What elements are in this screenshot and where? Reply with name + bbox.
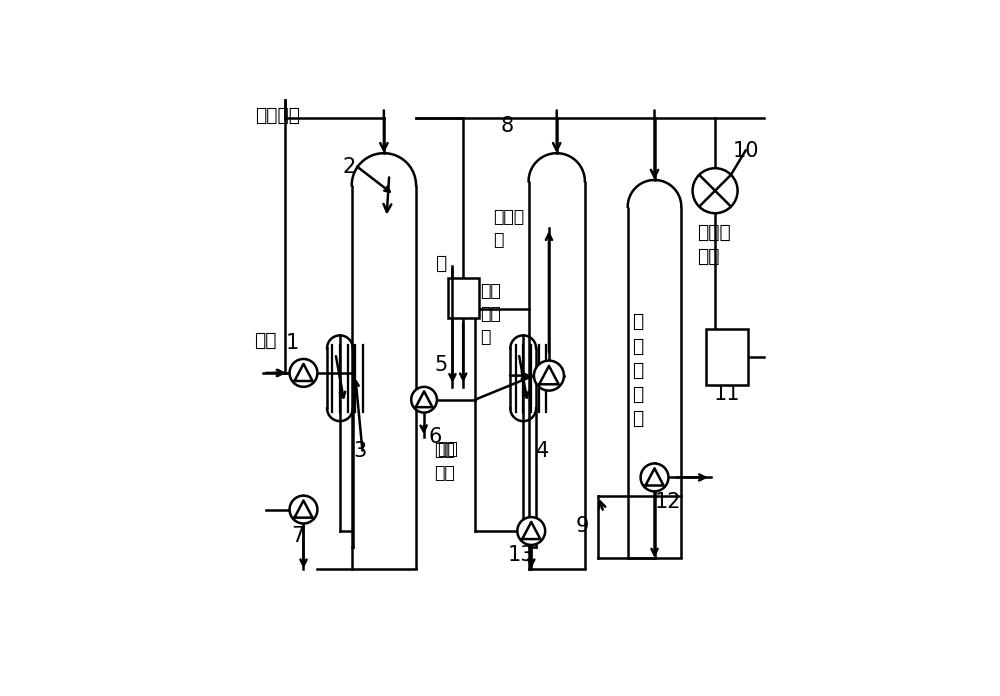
- Text: 去废
水槽: 去废 水槽: [434, 441, 454, 482]
- Bar: [706, 329, 748, 385]
- Circle shape: [534, 361, 564, 390]
- Text: 2: 2: [342, 157, 356, 177]
- Bar: [448, 278, 479, 318]
- Circle shape: [517, 517, 545, 545]
- Text: 水: 水: [435, 253, 447, 273]
- Circle shape: [290, 359, 317, 387]
- Circle shape: [641, 464, 668, 491]
- Polygon shape: [294, 364, 313, 381]
- Text: 6: 6: [428, 427, 441, 448]
- Text: 粗酯: 粗酯: [254, 331, 277, 350]
- Text: 去污水
厂: 去污水 厂: [493, 208, 524, 248]
- Polygon shape: [645, 468, 664, 486]
- Text: 11: 11: [714, 384, 740, 404]
- Polygon shape: [522, 522, 540, 539]
- Text: 接真空
系统: 接真空 系统: [697, 223, 731, 266]
- Text: 7: 7: [292, 526, 305, 546]
- Text: 水槽: 水槽: [437, 440, 458, 458]
- Text: 8: 8: [501, 116, 514, 136]
- Circle shape: [693, 168, 738, 213]
- Circle shape: [411, 387, 437, 413]
- Text: 去
酯
化
系
统: 去 酯 化 系 统: [632, 313, 643, 428]
- Text: 来自
废水
泵: 来自 废水 泵: [480, 282, 501, 346]
- Text: 1: 1: [286, 333, 299, 354]
- Text: 4: 4: [536, 441, 550, 461]
- Text: 3: 3: [353, 441, 366, 461]
- Text: 13: 13: [507, 545, 534, 565]
- Text: 12: 12: [655, 491, 681, 512]
- Polygon shape: [416, 391, 432, 407]
- Text: 5: 5: [434, 355, 447, 375]
- Text: 10: 10: [732, 141, 759, 161]
- Polygon shape: [294, 500, 313, 518]
- Polygon shape: [539, 366, 559, 384]
- Text: 去成品罐: 去成品罐: [255, 106, 300, 125]
- Circle shape: [290, 496, 317, 523]
- Text: 9: 9: [575, 516, 589, 536]
